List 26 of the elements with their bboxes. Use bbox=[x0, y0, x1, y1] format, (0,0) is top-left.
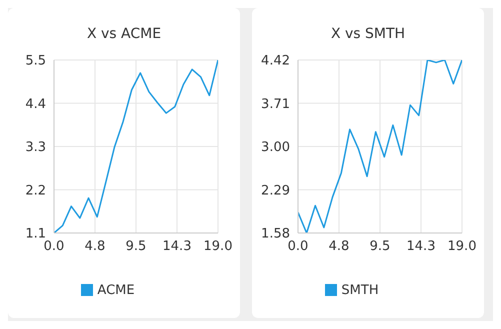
y-tick-label: 4.4 bbox=[25, 96, 46, 112]
chart-title: X vs SMTH bbox=[330, 26, 406, 44]
x-tick-label: 0.0 bbox=[44, 239, 64, 254]
y-tick-label: 2.29 bbox=[261, 183, 290, 198]
x-tick-label: 4.8 bbox=[84, 239, 106, 254]
chart-title: X vs ACME bbox=[86, 26, 162, 44]
y-tick-label: 4.42 bbox=[261, 54, 290, 69]
x-tick-label: 9.5 bbox=[126, 239, 146, 254]
line-series bbox=[298, 60, 462, 233]
x-tick-label: 19.0 bbox=[204, 239, 232, 254]
y-tick-label: 3.3 bbox=[25, 140, 46, 156]
y-tick-label: 2.2 bbox=[25, 183, 46, 198]
y-tick-label: 5.5 bbox=[25, 54, 46, 69]
x-tick-label: 19.0 bbox=[448, 239, 476, 254]
y-tick-label: 1.58 bbox=[261, 226, 290, 242]
y-tick-label: 1.1 bbox=[25, 226, 46, 242]
legend-label: ACME bbox=[97, 283, 135, 298]
x-tick-label: 14.3 bbox=[162, 239, 192, 254]
legend-label: SMTH bbox=[341, 283, 379, 298]
line-series bbox=[54, 60, 218, 233]
x-tick-label: 9.5 bbox=[370, 239, 390, 254]
x-tick-label: 4.8 bbox=[328, 239, 350, 254]
y-tick-label: 3.00 bbox=[261, 140, 290, 156]
x-tick-label: 0.0 bbox=[288, 239, 308, 254]
y-tick-label: 3.71 bbox=[261, 96, 290, 112]
x-tick-label: 14.3 bbox=[406, 239, 436, 254]
